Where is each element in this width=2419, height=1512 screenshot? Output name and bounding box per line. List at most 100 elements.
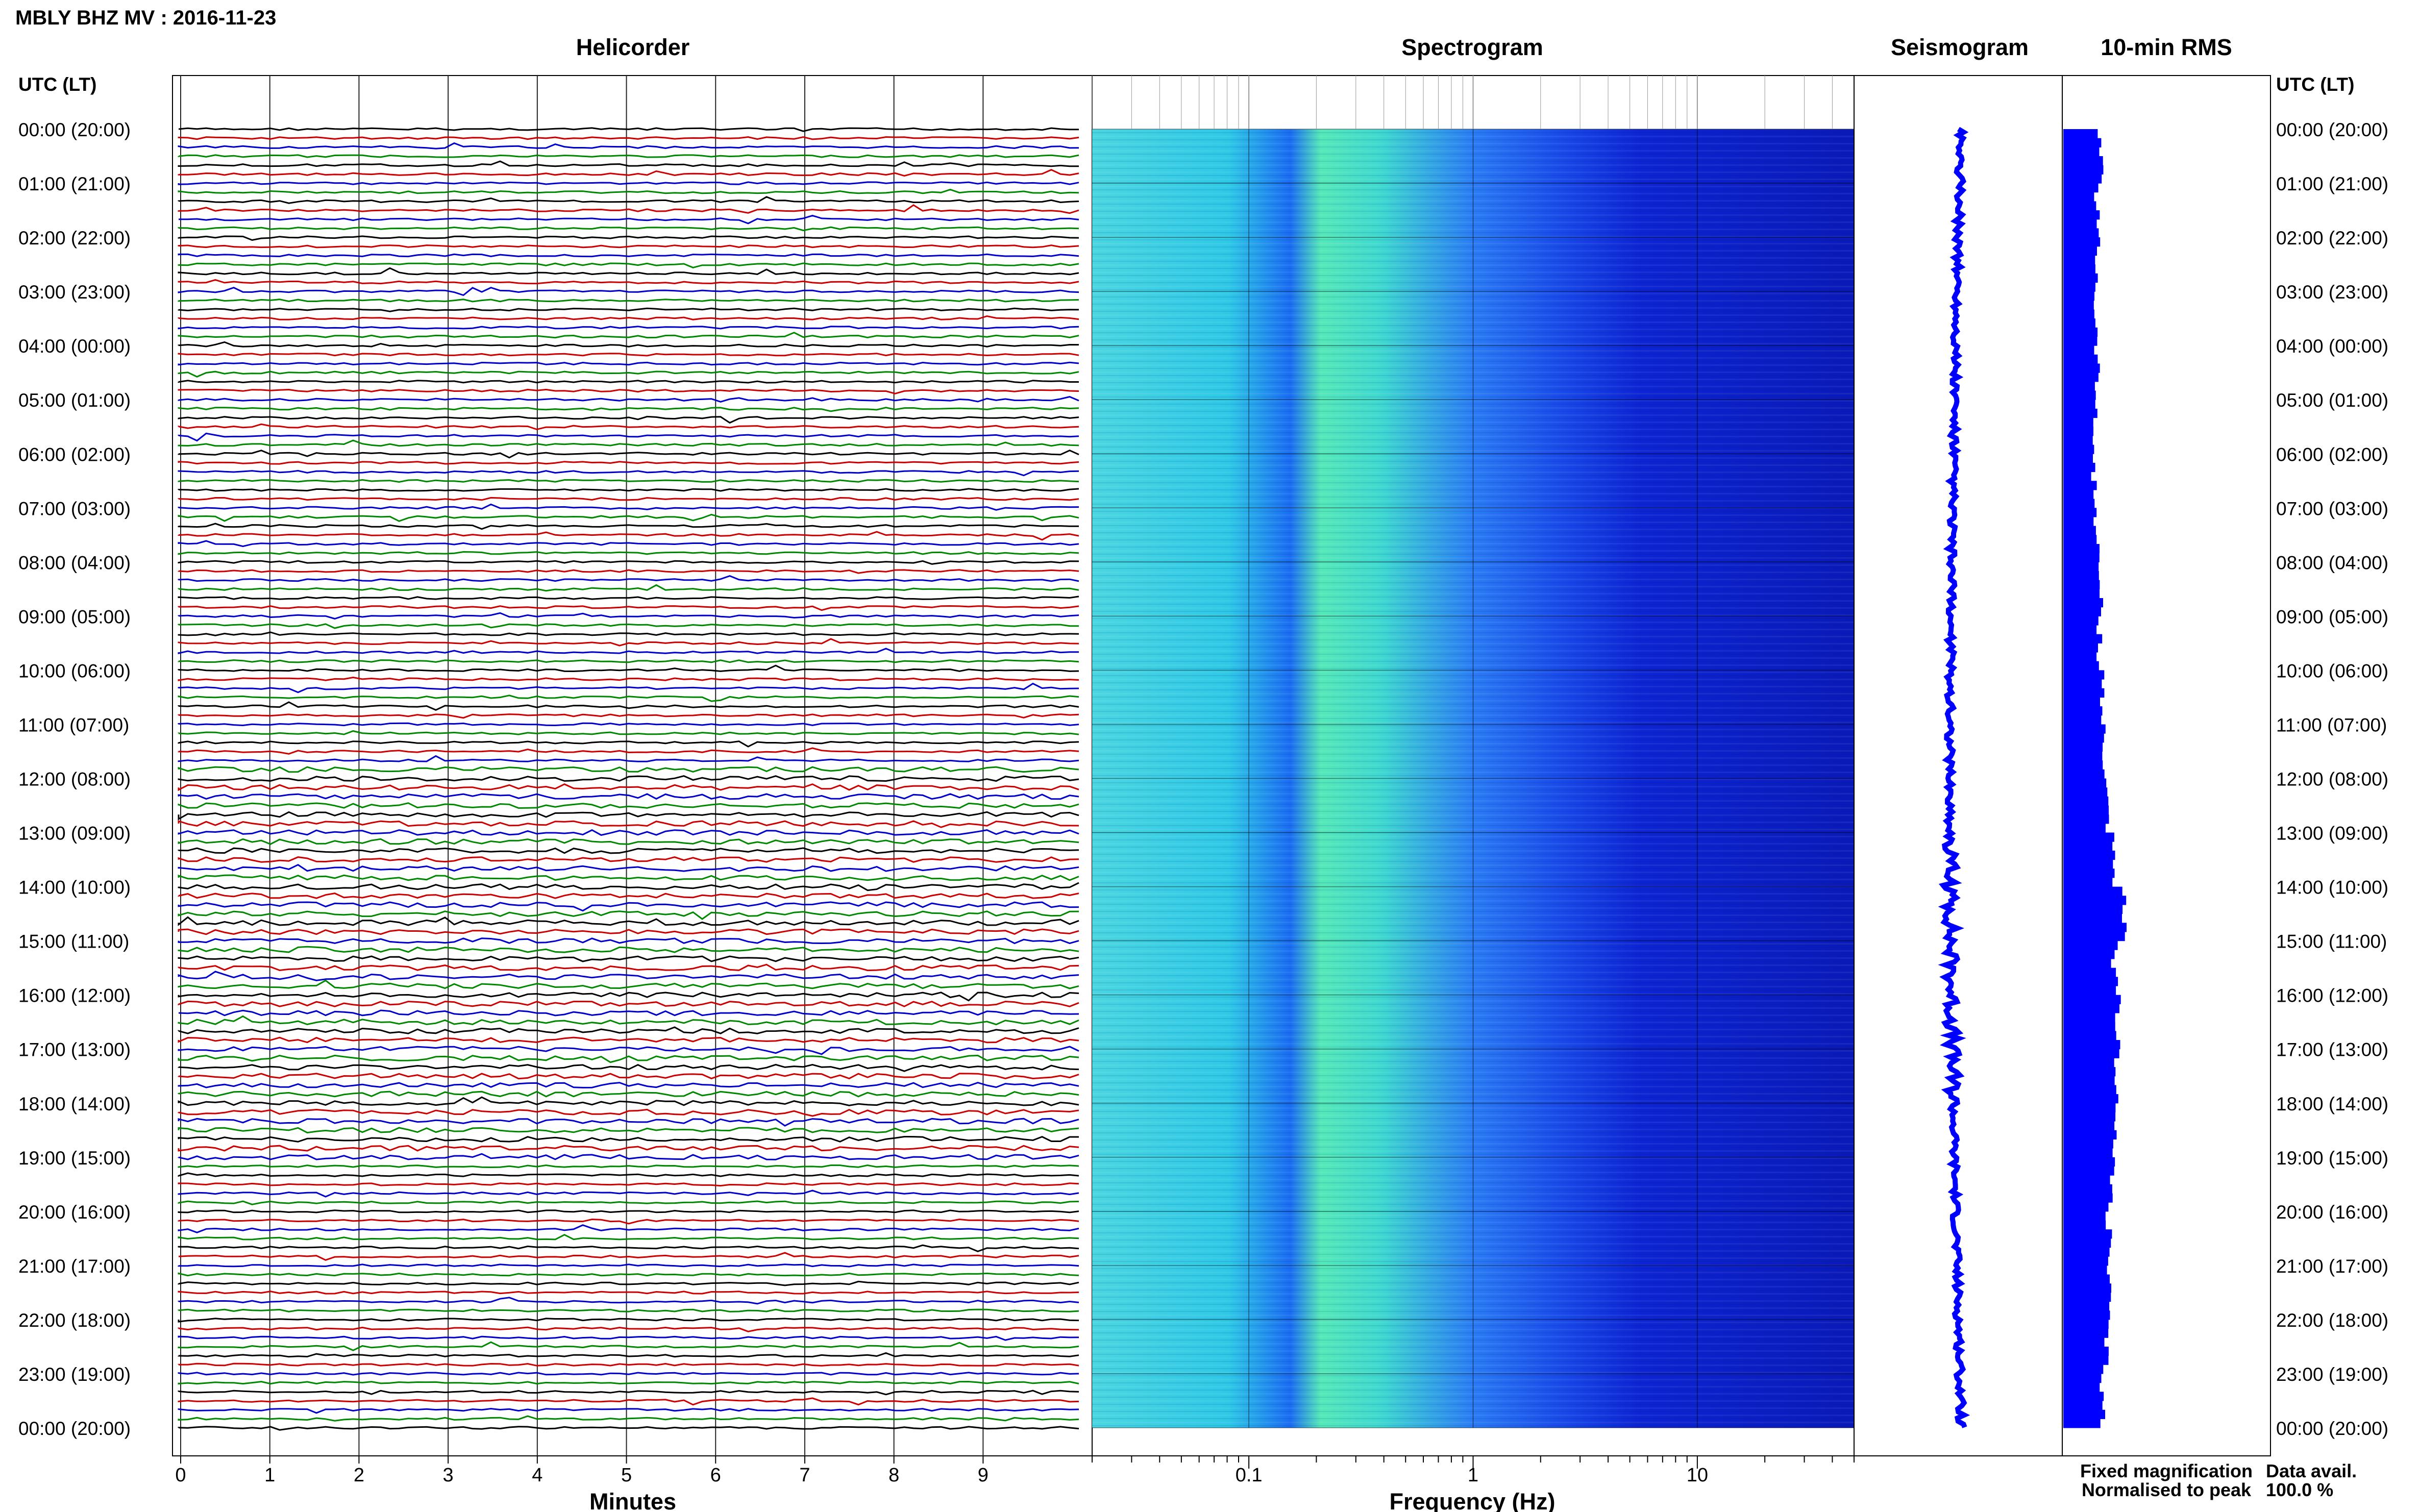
rms-bar <box>2063 1031 2116 1040</box>
hour-label-left: 22:00 (18:00) <box>18 1310 131 1331</box>
rms-bar <box>2063 1157 2115 1167</box>
hour-label-right: 11:00 (07:00) <box>2276 714 2387 735</box>
rms-bar <box>2063 354 2098 364</box>
helicorder-trace <box>178 1073 1079 1080</box>
helicorder-trace <box>178 1263 1079 1268</box>
helicorder-trace <box>178 523 1079 530</box>
helicorder-trace <box>178 971 1079 981</box>
rms-bar <box>2063 282 2095 292</box>
rms-bar <box>2063 444 2094 454</box>
rms-bar <box>2063 1121 2115 1131</box>
helicorder-trace <box>178 1209 1079 1213</box>
rms-bar <box>2063 697 2100 707</box>
helicorder-trace <box>178 461 1079 465</box>
hour-label-left: 06:00 (02:00) <box>18 444 131 465</box>
helicorder-trace <box>178 695 1079 702</box>
rms-bar <box>2063 1382 2100 1392</box>
helicorder-trace <box>178 235 1079 241</box>
helicorder-trace <box>178 1252 1079 1261</box>
helicorder-trace <box>178 1380 1079 1385</box>
helicorder-trace <box>178 820 1079 828</box>
helicorder-trace <box>178 955 1079 962</box>
rms-bar <box>2063 1256 2108 1266</box>
rms-bar <box>2063 1283 2111 1293</box>
rms-bar <box>2063 381 2095 391</box>
helicorder-trace <box>178 1341 1079 1351</box>
helicorder-trace <box>178 874 1079 881</box>
rms-bar <box>2063 291 2094 301</box>
rms-bar <box>2063 400 2095 409</box>
helicorder-trace <box>178 262 1079 268</box>
helicorder-trace <box>178 142 1079 150</box>
helicorder-tick-label: 0 <box>175 1465 186 1486</box>
hour-label-left: 14:00 (10:00) <box>18 877 131 898</box>
hour-label-right: 14:00 (10:00) <box>2276 877 2388 898</box>
rms-bar <box>2063 1202 2109 1212</box>
rms-bar <box>2063 661 2099 671</box>
rms-bar <box>2063 273 2098 283</box>
helicorder-trace <box>178 1189 1079 1198</box>
rms-bar <box>2063 246 2097 256</box>
rms-bar <box>2063 1103 2116 1112</box>
helicorder-trace <box>178 469 1079 477</box>
helicorder-trace <box>178 1026 1079 1034</box>
rms-bar <box>2063 1374 2102 1383</box>
spectrogram-tick-label: 10 <box>1687 1465 1708 1486</box>
rms-bar <box>2063 201 2096 211</box>
hour-labels-left: 00:00 (20:00) 01:00 (21:00) 02:00 (22:00) 0… <box>18 119 131 1439</box>
spectrogram-tick-label: 1 <box>1468 1465 1478 1486</box>
hour-label-left: 17:00 (13:00) <box>18 1039 131 1060</box>
helicorder-trace <box>178 531 1079 541</box>
hour-label-right: 01:00 (21:00) <box>2276 173 2388 194</box>
helicorder-tick-label: 7 <box>799 1465 810 1486</box>
rms-bar <box>2063 805 2109 815</box>
helicorder-trace <box>178 584 1079 592</box>
utc-label-right: UTC (LT) <box>2276 74 2354 95</box>
hour-label-left: 18:00 (14:00) <box>18 1094 131 1114</box>
spectrogram-tick-label: 0.1 <box>1236 1465 1263 1486</box>
hour-label-left: 13:00 (09:00) <box>18 823 131 844</box>
rms-bar <box>2063 877 2113 887</box>
rms-bar <box>2063 932 2125 941</box>
rms-bar <box>2063 210 2100 220</box>
helicorder-trace <box>178 937 1079 945</box>
hour-label-right: 07:00 (03:00) <box>2276 498 2388 519</box>
rms-bar <box>2063 1166 2114 1176</box>
helicorder-tick-label: 8 <box>888 1465 899 1486</box>
helicorder-trace <box>178 307 1079 312</box>
helicorder-trace <box>178 353 1079 357</box>
rms-bar <box>2063 345 2094 355</box>
helicorder-tick-label: 6 <box>710 1465 721 1486</box>
hour-label-left: 03:00 (23:00) <box>18 282 131 303</box>
hour-label-left: 02:00 (22:00) <box>18 228 131 249</box>
helicorder-trace <box>178 1046 1079 1055</box>
helicorder-trace <box>178 783 1079 791</box>
rms-bar <box>2063 733 2104 743</box>
legend-normalised-to-peak: Normalised to peak <box>2082 1479 2252 1500</box>
rms-title: 10-min RMS <box>2101 34 2232 60</box>
rms-bar <box>2063 489 2094 500</box>
rms-bar <box>2063 1013 2115 1023</box>
rms-bar <box>2063 1355 2109 1365</box>
hour-label-right: 05:00 (01:00) <box>2276 390 2388 411</box>
hour-label-right: 00:00 (20:00) <box>2276 1418 2388 1439</box>
rms-bar <box>2063 1139 2113 1149</box>
helicorder-trace <box>178 612 1079 620</box>
rms-bar <box>2063 1112 2116 1122</box>
rms-bar <box>2063 1301 2110 1311</box>
helicorder-trace <box>178 361 1079 366</box>
helicorder-trace <box>178 1397 1079 1406</box>
rms-bar <box>2063 670 2105 680</box>
spectrogram-title: Spectrogram <box>1401 34 1543 60</box>
hour-label-left: 01:00 (21:00) <box>18 173 131 194</box>
rms-bar <box>2063 1049 2119 1058</box>
rms-bar <box>2063 968 2116 977</box>
hour-label-left: 23:00 (19:00) <box>18 1364 131 1385</box>
helicorder-tick-label: 3 <box>443 1465 454 1486</box>
rms-bar <box>2063 363 2100 373</box>
rms-bar <box>2063 1193 2113 1203</box>
helicorder-trace <box>178 1407 1079 1414</box>
rms-bar <box>2063 959 2111 969</box>
rms-bar <box>2063 679 2102 689</box>
